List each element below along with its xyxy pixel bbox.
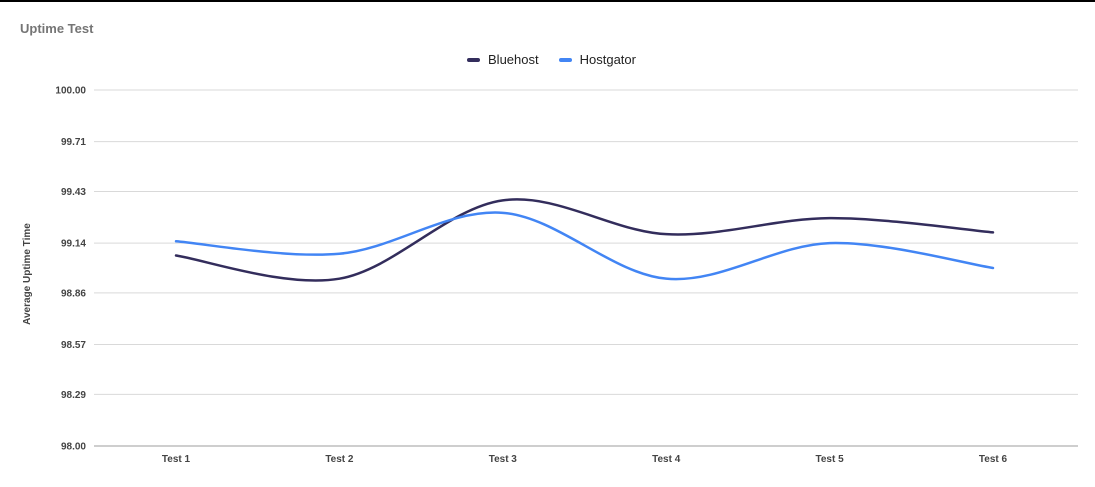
y-tick-label: 99.14	[61, 239, 86, 250]
y-tick-label: 99.71	[61, 137, 86, 148]
series-lines	[172, 196, 997, 283]
data-point-bluehost[interactable]	[172, 252, 180, 260]
data-point-hostgator[interactable]	[172, 237, 180, 245]
chart-title: Uptime Test	[20, 21, 94, 36]
series-line-hostgator[interactable]	[174, 211, 995, 281]
legend-label-hostgator: Hostgator	[579, 52, 636, 67]
legend-swatch-hostgator	[558, 57, 572, 62]
y-tick-label: 98.86	[61, 288, 86, 299]
chart-legend: Bluehost Hostgator	[0, 52, 1095, 67]
gridlines	[94, 89, 1078, 447]
x-tick-label: Test 1	[162, 454, 191, 465]
y-tick-label: 98.57	[61, 340, 86, 351]
top-border	[0, 0, 1095, 2]
y-axis-title: Average Uptime Time	[22, 223, 33, 325]
data-point-hostgator[interactable]	[335, 250, 343, 258]
data-point-hostgator[interactable]	[989, 264, 997, 272]
x-tick-label: Test 3	[489, 454, 518, 465]
data-point-hostgator[interactable]	[826, 239, 834, 247]
data-point-bluehost[interactable]	[826, 214, 834, 222]
data-point-hostgator[interactable]	[662, 275, 670, 283]
y-tick-label: 98.00	[61, 442, 86, 453]
y-tick-label: 98.29	[61, 390, 86, 401]
data-point-bluehost[interactable]	[335, 275, 343, 283]
x-tick-label: Test 5	[816, 454, 845, 465]
data-point-bluehost[interactable]	[499, 196, 507, 204]
legend-label-bluehost: Bluehost	[488, 52, 539, 67]
x-tick-label: Test 6	[979, 454, 1008, 465]
series-line-bluehost[interactable]	[174, 198, 995, 282]
legend-item-hostgator[interactable]: Hostgator	[558, 52, 636, 67]
data-point-bluehost[interactable]	[662, 230, 670, 238]
x-tick-label: Test 4	[652, 454, 681, 465]
legend-item-bluehost[interactable]: Bluehost	[467, 52, 539, 67]
x-tick-label: Test 2	[325, 454, 354, 465]
y-tick-label: 100.00	[55, 86, 86, 97]
y-tick-label: 99.43	[61, 187, 86, 198]
x-axis-ticks: Test 1 Test 2 Test 3 Test 4 Test 5 Test 6	[162, 454, 1008, 465]
data-point-bluehost[interactable]	[989, 228, 997, 236]
data-point-hostgator[interactable]	[499, 209, 507, 217]
legend-swatch-bluehost	[467, 57, 481, 62]
y-axis-ticks: 98.00 98.29 98.57 98.86 99.14 99.43 99.71 100.0…	[55, 86, 86, 453]
